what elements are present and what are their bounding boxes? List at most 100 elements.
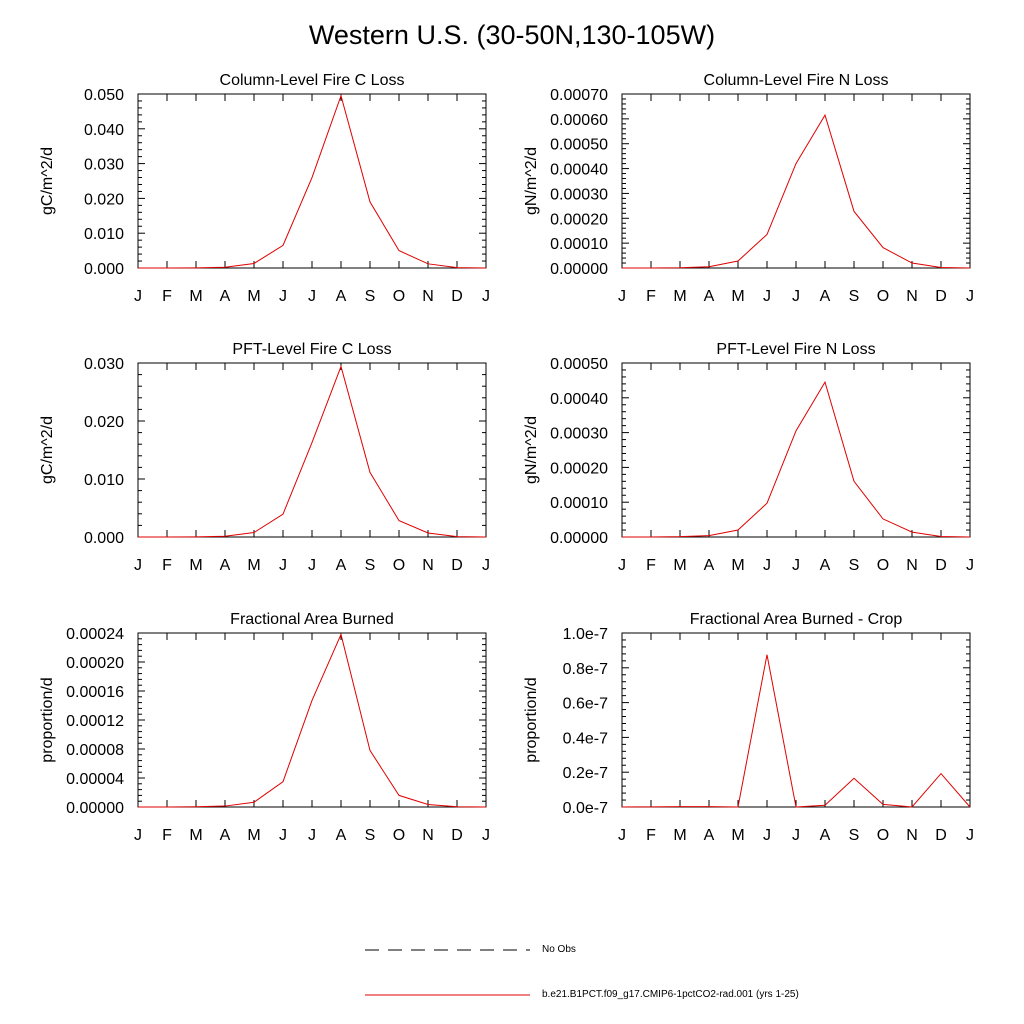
x-tick-label: A [704, 288, 715, 305]
y-tick-label: 0.00030 [550, 426, 608, 443]
x-tick-label: D [451, 827, 463, 844]
y-tick-label: 0.00004 [66, 771, 124, 788]
x-tick-label: A [820, 557, 831, 574]
x-tick-label: J [763, 827, 771, 844]
x-tick-label: A [220, 827, 231, 844]
x-tick-label: M [673, 288, 686, 305]
x-tick-label: M [731, 288, 744, 305]
x-tick-label: J [308, 557, 316, 574]
y-tick-label: 0.00050 [550, 356, 608, 373]
x-tick-label: N [422, 557, 434, 574]
x-tick-label: D [451, 557, 463, 574]
x-tick-label: J [792, 557, 800, 574]
series-line [138, 94, 487, 269]
x-tick-label: M [247, 288, 260, 305]
x-tick-label: J [134, 557, 142, 574]
x-tick-label: F [646, 288, 656, 305]
x-tick-label: N [906, 827, 918, 844]
x-tick-label: S [365, 827, 376, 844]
x-tick-label: O [877, 827, 889, 844]
x-tick-label: F [162, 557, 172, 574]
x-tick-label: J [792, 288, 800, 305]
x-tick-label: J [279, 288, 287, 305]
x-tick-label: O [393, 288, 405, 305]
y-axis-label: gC/m^2/d [39, 416, 56, 484]
plot-frame [621, 93, 971, 269]
x-tick-label: M [247, 827, 260, 844]
x-tick-label: J [308, 827, 316, 844]
plot-frame [137, 93, 487, 269]
x-tick-label: O [393, 557, 405, 574]
plot-frame [621, 362, 971, 538]
y-tick-label: 0.030 [84, 356, 124, 373]
x-tick-label: J [763, 557, 771, 574]
x-tick-label: O [393, 827, 405, 844]
y-tick-label: 0.020 [84, 191, 124, 208]
x-tick-label: M [673, 557, 686, 574]
y-tick-label: 1.0e-7 [563, 626, 608, 643]
y-tick-label: 0.00020 [66, 655, 124, 672]
y-tick-label: 0.4e-7 [563, 730, 608, 747]
x-tick-label: D [935, 288, 947, 305]
x-tick-label: J [482, 557, 490, 574]
x-tick-label: O [877, 288, 889, 305]
y-tick-label: 0.00040 [550, 162, 608, 179]
x-tick-label: M [189, 557, 202, 574]
y-tick-label: 0.010 [84, 472, 124, 489]
x-tick-label: S [849, 288, 860, 305]
y-tick-label: 0.6e-7 [563, 696, 608, 713]
x-tick-label: D [451, 288, 463, 305]
x-tick-label: J [482, 288, 490, 305]
y-tick-label: 0.00070 [550, 87, 608, 104]
x-tick-label: F [162, 288, 172, 305]
plot-frame [621, 632, 971, 808]
x-tick-label: J [308, 288, 316, 305]
x-tick-label: A [820, 288, 831, 305]
x-tick-label: M [247, 557, 260, 574]
x-tick-label: S [849, 827, 860, 844]
x-tick-label: F [646, 557, 656, 574]
y-tick-label: 0.00050 [550, 137, 608, 154]
chart-title: Column-Level Fire C Loss [220, 72, 405, 89]
x-tick-label: S [365, 288, 376, 305]
legend-obs-label: No Obs [542, 944, 576, 955]
y-tick-label: 0.00024 [66, 626, 124, 643]
y-tick-label: 0.00000 [66, 800, 124, 817]
y-axis-label: gN/m^2/d [523, 147, 540, 215]
x-tick-label: A [220, 557, 231, 574]
plot-frame [137, 632, 487, 808]
series-line [138, 364, 487, 538]
x-tick-label: A [336, 827, 347, 844]
y-tick-label: 0.040 [84, 122, 124, 139]
x-tick-label: A [336, 557, 347, 574]
x-tick-label: J [966, 288, 974, 305]
y-tick-label: 0.00012 [66, 713, 124, 730]
chart-title: PFT-Level Fire N Loss [716, 341, 875, 358]
y-axis-label: proportion/d [39, 677, 56, 762]
x-tick-label: O [877, 557, 889, 574]
x-tick-label: J [966, 827, 974, 844]
x-tick-label: F [646, 827, 656, 844]
x-tick-label: J [618, 557, 626, 574]
x-tick-label: A [820, 827, 831, 844]
x-tick-label: J [618, 288, 626, 305]
y-tick-label: 0.000 [84, 530, 124, 547]
y-tick-label: 0.00016 [66, 684, 124, 701]
y-tick-label: 0.030 [84, 157, 124, 174]
y-axis-label: gN/m^2/d [523, 416, 540, 484]
series-line [138, 632, 487, 808]
x-tick-label: N [422, 288, 434, 305]
y-tick-label: 0.0e-7 [563, 800, 608, 817]
y-tick-label: 0.00040 [550, 391, 608, 408]
y-tick-label: 0.00020 [550, 211, 608, 228]
y-tick-label: 0.8e-7 [563, 661, 608, 678]
y-axis-label: gC/m^2/d [39, 147, 56, 215]
chart-title: Fractional Area Burned - Crop [690, 611, 903, 628]
series-line [622, 113, 971, 269]
x-tick-label: N [422, 827, 434, 844]
y-tick-label: 0.00030 [550, 186, 608, 203]
series-line [622, 380, 971, 538]
x-tick-label: A [704, 557, 715, 574]
x-tick-label: M [673, 827, 686, 844]
